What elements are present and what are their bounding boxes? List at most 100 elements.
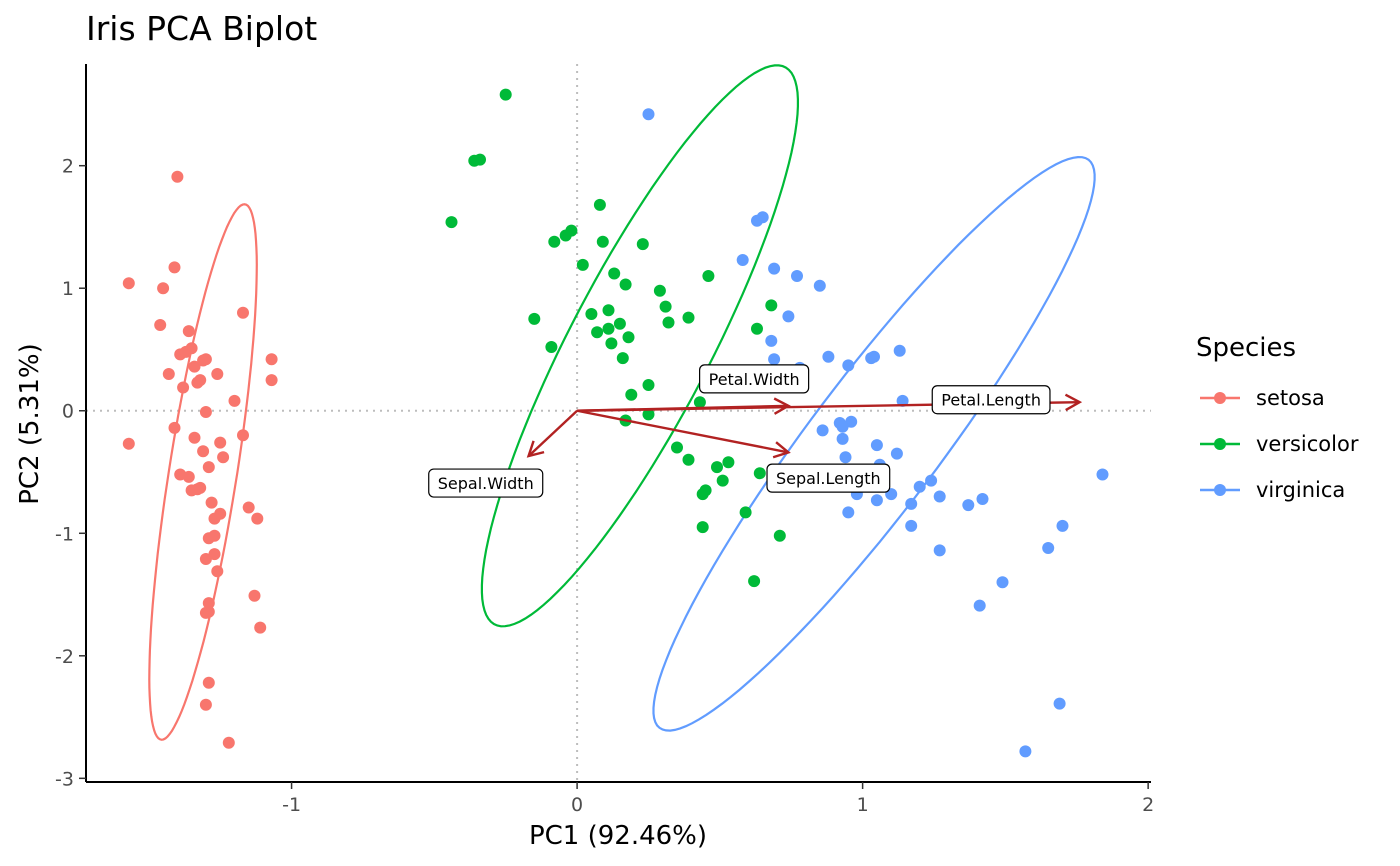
point-virginica: [768, 262, 781, 275]
point-virginica: [822, 350, 835, 363]
point-setosa: [182, 470, 195, 483]
point-versicolor: [693, 396, 706, 409]
point-versicolor: [702, 270, 715, 282]
label-box: [931, 385, 1051, 415]
point-setosa: [254, 621, 267, 634]
point-setosa: [188, 360, 201, 373]
legend: Species setosa versicolor virginica: [1196, 333, 1359, 502]
point-virginica: [893, 344, 906, 357]
point-versicolor: [528, 312, 541, 325]
point-virginica: [642, 108, 655, 121]
reference-lines: [86, 64, 1151, 782]
point-virginica: [868, 350, 880, 363]
loading-labels: Petal.Width Petal.Length Sepal.Width Sepal.…: [428, 364, 1051, 498]
label-box: [766, 463, 891, 493]
point-setosa: [205, 496, 218, 509]
point-versicolor: [659, 300, 672, 313]
point-setosa: [199, 353, 212, 366]
point-setosa: [199, 698, 212, 711]
point-setosa: [248, 589, 261, 602]
point-setosa: [197, 445, 210, 458]
y-tick-label: 0: [62, 401, 74, 423]
label-text: Petal.Length: [941, 391, 1041, 410]
point-virginica: [736, 254, 749, 266]
point-virginica: [976, 493, 989, 505]
data-points: [122, 88, 1109, 758]
point-virginica: [1096, 468, 1109, 481]
label-petal-width: Petal.Width: [699, 364, 810, 394]
point-versicolor: [545, 341, 558, 353]
point-virginica: [870, 439, 883, 452]
y-tick-label: -2: [55, 646, 74, 668]
ellipse-virginica: [652, 155, 1096, 732]
point-versicolor: [682, 453, 695, 466]
point-setosa: [228, 394, 241, 407]
arrowhead-petal-length: [1064, 393, 1083, 412]
point-versicolor: [699, 484, 712, 497]
arrow-sepal-length: [576, 409, 789, 454]
point-setosa: [202, 461, 215, 474]
point-versicolor: [751, 322, 763, 335]
ellipse-setosa: [148, 203, 258, 741]
point-virginica: [842, 359, 855, 372]
label-sepal-width: Sepal.Width: [428, 468, 544, 498]
x-tick-label: 1: [857, 794, 869, 816]
point-virginica: [839, 451, 852, 464]
point-virginica: [905, 519, 918, 532]
point-setosa: [202, 597, 215, 610]
plot-area: Petal.Width Petal.Length Sepal.Width Sepal.…: [86, 64, 1151, 782]
point-versicolor: [613, 317, 626, 330]
legend-items: setosa versicolor virginica: [1200, 386, 1359, 502]
point-setosa: [237, 429, 249, 442]
point-setosa: [168, 421, 181, 434]
legend-label: virginica: [1256, 478, 1345, 502]
point-setosa: [188, 431, 201, 444]
point-virginica: [962, 499, 975, 512]
point-versicolor: [662, 316, 675, 329]
legend-item-virginica: virginica: [1200, 478, 1345, 502]
label-text: Petal.Width: [709, 370, 800, 389]
point-versicolor: [596, 235, 609, 248]
ellipse-versicolor: [480, 64, 799, 628]
point-setosa: [122, 277, 135, 290]
x-tick-label: 0: [571, 794, 583, 816]
legend-item-versicolor: versicolor: [1200, 432, 1359, 456]
point-versicolor: [585, 308, 598, 320]
point-versicolor: [642, 379, 655, 391]
arrow-sepal-width: [527, 409, 578, 457]
legend-item-setosa: setosa: [1200, 386, 1325, 410]
point-versicolor: [499, 88, 512, 101]
point-virginica: [1053, 697, 1066, 710]
point-versicolor: [748, 575, 761, 588]
point-versicolor: [711, 461, 723, 474]
point-setosa: [265, 353, 278, 366]
axes: -1 0 1 2 -3 -2 -1 0 1 2: [55, 64, 1154, 816]
point-setosa: [194, 481, 207, 494]
point-virginica: [933, 544, 946, 557]
x-tick-label: -1: [282, 794, 301, 816]
point-setosa: [168, 261, 181, 274]
chart-title: Iris PCA Biplot: [86, 9, 317, 48]
point-setosa: [214, 507, 227, 520]
point-versicolor: [671, 441, 683, 454]
point-setosa: [199, 406, 212, 418]
point-virginica: [1042, 542, 1055, 554]
point-versicolor: [602, 304, 615, 317]
point-setosa: [171, 170, 184, 183]
point-setosa: [202, 605, 215, 618]
point-virginica: [791, 270, 803, 282]
y-tick-label: -1: [55, 523, 74, 545]
point-versicolor: [591, 326, 604, 339]
point-setosa: [211, 565, 224, 578]
legend-label: setosa: [1256, 386, 1325, 410]
label-text: Sepal.Length: [776, 469, 881, 488]
point-setosa: [182, 325, 195, 338]
point-virginica: [765, 334, 778, 347]
label-box: [699, 364, 810, 394]
point-setosa: [185, 342, 198, 355]
point-versicolor: [682, 311, 695, 324]
point-versicolor: [474, 153, 486, 166]
point-versicolor: [548, 235, 561, 248]
y-axis-ticks: -3 -2 -1 0 1 2: [55, 156, 86, 790]
